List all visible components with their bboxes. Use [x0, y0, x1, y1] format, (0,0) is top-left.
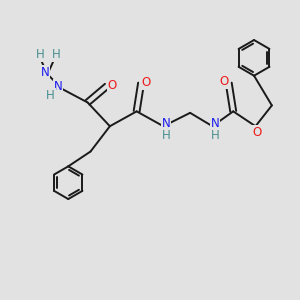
Text: H: H	[46, 88, 55, 101]
Text: N: N	[41, 66, 50, 79]
Text: O: O	[252, 126, 262, 139]
Text: O: O	[220, 75, 229, 88]
Text: N: N	[53, 80, 62, 93]
Text: O: O	[108, 79, 117, 92]
Text: H: H	[210, 129, 219, 142]
Text: H: H	[52, 48, 61, 61]
Text: H: H	[161, 129, 170, 142]
Text: H: H	[36, 48, 44, 61]
Text: N: N	[161, 117, 170, 130]
Text: O: O	[142, 76, 151, 89]
Text: N: N	[210, 117, 219, 130]
